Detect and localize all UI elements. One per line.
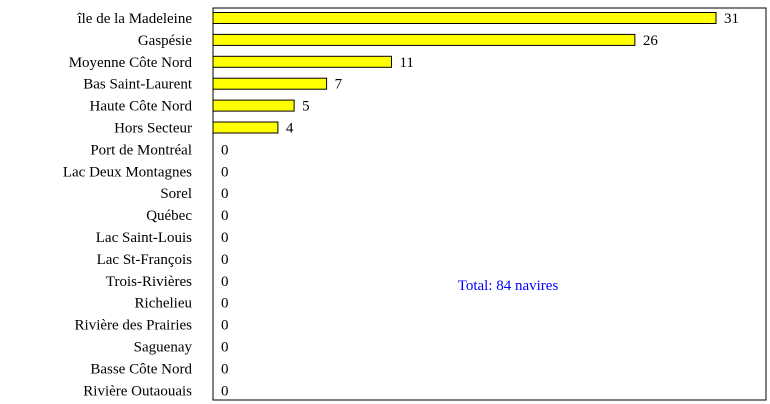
value-label-richelieu: 0 <box>221 296 229 312</box>
value-label-saguenay: 0 <box>221 340 229 356</box>
category-label-lac-st-francois: Lac St-François <box>97 252 193 268</box>
value-label-riviere-des-prairies: 0 <box>221 318 229 334</box>
value-label-riviere-outaouais: 0 <box>221 383 229 399</box>
value-label-port-de-montreal: 0 <box>221 142 229 158</box>
value-label-bas-saint-laurent: 7 <box>335 77 343 93</box>
category-label-basse-cote-nord: Basse Côte Nord <box>90 361 192 377</box>
bar-hors-secteur <box>212 121 279 134</box>
value-label-quebec: 0 <box>221 208 229 224</box>
plot-frame <box>212 7 767 401</box>
category-label-saguenay: Saguenay <box>134 340 193 356</box>
value-label-lac-st-francois: 0 <box>221 252 229 268</box>
value-label-moyenne-cote-nord: 11 <box>399 55 413 71</box>
category-label-port-de-montreal: Port de Montréal <box>90 142 192 158</box>
value-label-gaspesie: 26 <box>643 33 659 49</box>
bar-moyenne-cote-nord <box>212 55 392 68</box>
bar-haute-cote-nord <box>212 99 295 112</box>
category-label-sorel: Sorel <box>160 186 192 202</box>
value-label-haute-cote-nord: 5 <box>302 99 310 115</box>
value-labels: 31 26 11 7 54 0 0 0 0 0 0 0 0 0 0 0 0 <box>221 11 739 399</box>
value-label-ile-de-la-madeleine: 31 <box>724 11 739 27</box>
bar-ile-de-la-madeleine <box>212 12 717 24</box>
bar-bas-saint-laurent <box>212 77 328 90</box>
category-label-moyenne-cote-nord: Moyenne Côte Nord <box>69 55 193 71</box>
total-annotation: Total: 84 navires <box>458 278 559 294</box>
value-label-trois-rivieres: 0 <box>221 274 229 290</box>
category-labels: île de la Madeleine Gaspésie Moyenne Côte … <box>63 11 193 399</box>
bar-gaspesie <box>212 33 636 46</box>
value-label-sorel: 0 <box>221 186 229 202</box>
bars <box>212 12 717 134</box>
category-label-richelieu: Richelieu <box>135 296 193 312</box>
category-label-lac-saint-louis: Lac Saint-Louis <box>96 230 192 246</box>
value-label-hors-secteur: 4 <box>286 121 294 137</box>
category-label-haute-cote-nord: Haute Côte Nord <box>90 99 193 115</box>
category-label-hors-secteur: Hors Secteur <box>114 121 192 137</box>
category-label-trois-rivieres: Trois-Rivières <box>106 274 192 290</box>
category-label-bas-saint-laurent: Bas Saint-Laurent <box>83 77 193 93</box>
category-label-ile-de-la-madeleine: île de la Madeleine <box>76 11 192 27</box>
value-label-basse-cote-nord: 0 <box>221 361 229 377</box>
category-label-quebec: Québec <box>146 208 192 224</box>
value-label-lac-saint-louis: 0 <box>221 230 229 246</box>
category-label-gaspesie: Gaspésie <box>138 33 192 49</box>
category-label-riviere-outaouais: Rivière Outaouais <box>83 383 192 399</box>
category-label-riviere-des-prairies: Rivière des Prairies <box>75 318 193 334</box>
category-label-lac-deux-montagnes: Lac Deux Montagnes <box>63 164 192 180</box>
value-label-lac-deux-montagnes: 0 <box>221 164 229 180</box>
